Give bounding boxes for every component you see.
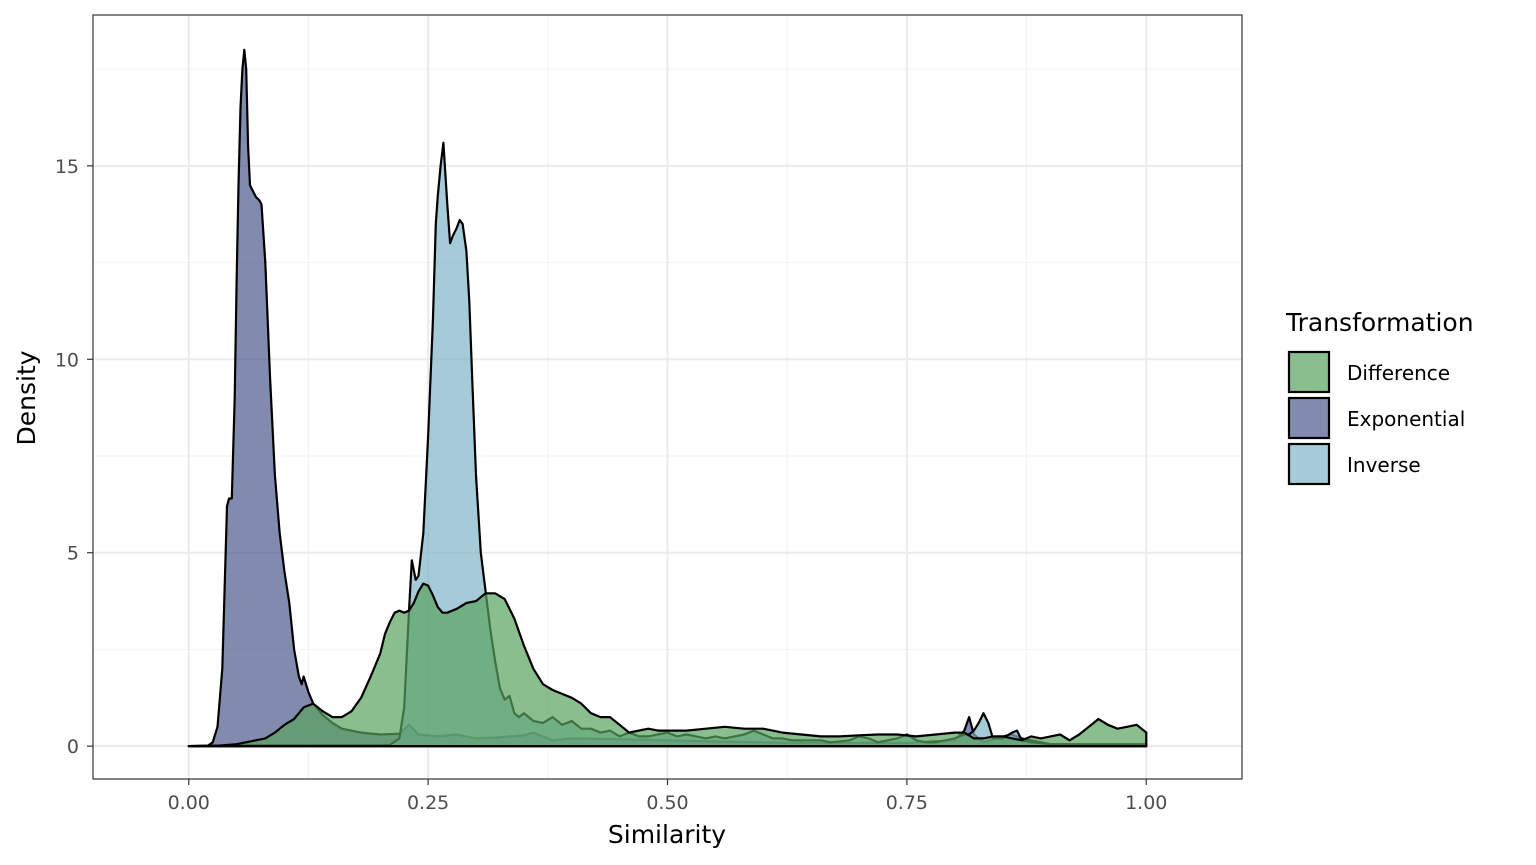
x-axis-title: Similarity <box>608 820 726 849</box>
y-tick-label: 15 <box>55 156 79 178</box>
grid-major <box>93 15 1242 779</box>
x-tick-label: 0.00 <box>168 792 210 814</box>
legend-label-exponential: Exponential <box>1347 407 1465 431</box>
legend-swatch-exponential <box>1287 396 1331 440</box>
legend-label-difference: Difference <box>1347 361 1450 385</box>
legend-label-inverse: Inverse <box>1347 453 1421 477</box>
y-tick-label: 5 <box>67 543 79 565</box>
x-tick-label: 1.00 <box>1125 792 1167 814</box>
y-axis-title: Density <box>12 350 41 445</box>
legend-swatch-difference <box>1287 350 1331 394</box>
plot-panel <box>92 14 1243 780</box>
x-tick-label: 0.50 <box>646 792 688 814</box>
x-tick-label: 0.75 <box>886 792 928 814</box>
density-area-difference <box>187 582 1148 748</box>
x-tick-label: 0.25 <box>407 792 449 814</box>
y-tick-label: 10 <box>55 349 79 371</box>
legend-swatch-inverse <box>1287 442 1331 486</box>
x-axis: 0.00 0.25 0.50 0.75 1.00 <box>168 779 1167 814</box>
y-axis: 0 5 10 15 <box>55 156 93 758</box>
legend: Transformation Difference Exponential Inve… <box>1285 308 1474 486</box>
y-tick-label: 0 <box>67 736 79 758</box>
legend-title: Transformation <box>1285 308 1474 337</box>
legend-items: Difference Exponential Inverse <box>1287 350 1465 486</box>
series-layer <box>187 48 1148 748</box>
